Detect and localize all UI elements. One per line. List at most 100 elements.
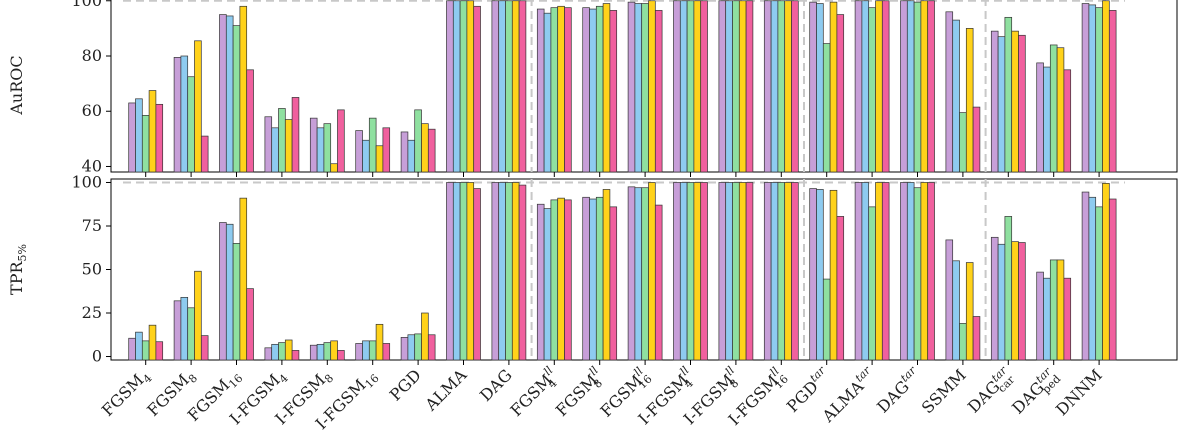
panel-0-bar (291, 97, 300, 173)
panel-0-bar (868, 7, 876, 173)
panel-1-bar (732, 182, 740, 361)
panel-0-bar (264, 116, 273, 173)
panel-0-bar (421, 123, 429, 173)
panel-0-bar (861, 0, 870, 173)
category-label: FGSMll8 (550, 364, 609, 423)
panel-0-bar (128, 102, 136, 173)
panel-1-ytick-label: 75 (82, 216, 102, 235)
panel-0-bar (959, 112, 967, 173)
panel-0-bar (368, 117, 377, 173)
panel-1-bar (264, 347, 273, 361)
panel-1-bar (945, 239, 954, 361)
panel-1-bar (972, 316, 981, 361)
panel-0-bar (316, 127, 325, 173)
panel-1-bar (536, 203, 545, 361)
panel-0-bar (309, 117, 318, 173)
panel-0-bar (972, 106, 981, 173)
panel-0-bar (777, 0, 786, 173)
panel-0-bar (1088, 4, 1097, 173)
panel-1-bar (990, 236, 999, 361)
category-label: DAGtarped (1007, 364, 1064, 421)
panel-1-bar (446, 182, 454, 361)
panel-0-bar (784, 0, 792, 173)
panel-1-bar (173, 300, 182, 361)
panel-1-bar (473, 188, 481, 361)
panel-1-bar (557, 197, 565, 361)
panel-1-bar (913, 187, 922, 361)
panel-1-bar (595, 196, 604, 361)
panel-1-bar (375, 323, 384, 361)
panel-0-bar (997, 36, 1006, 173)
panel-0-bar (180, 55, 189, 173)
panel-0-bar (913, 1, 922, 173)
panel-1-bar (271, 343, 279, 361)
panel-1-bar (1018, 242, 1026, 361)
panel-0-bar (945, 11, 954, 173)
panel-1-bar (330, 340, 338, 361)
panel-0-bar (634, 3, 643, 173)
panel-0-bar (673, 0, 681, 173)
panel-0-bar (173, 57, 182, 173)
panel-0-bar (1004, 16, 1013, 173)
panel-1-bar (400, 337, 409, 361)
panel-1-bar (602, 189, 611, 361)
panel-1-bar (246, 288, 254, 361)
panel-0-bar (355, 130, 363, 173)
panel-1-bar (128, 337, 136, 361)
panel-0-bar (330, 163, 338, 173)
panel-0-bar (881, 0, 890, 173)
panel-1-bar (1102, 183, 1110, 361)
panel-1-bar (1095, 206, 1103, 361)
panel-1-bar (686, 182, 695, 361)
panel-1-bar (194, 270, 202, 361)
panel-1-bar (648, 182, 656, 361)
panel-1-bar (763, 182, 772, 361)
panel-0-bar (466, 0, 475, 173)
panel-1-bar (700, 182, 708, 361)
panel-1-bar (225, 223, 234, 361)
panel-0-bar (135, 98, 143, 173)
panel-0-bar (700, 0, 708, 173)
category-label: FGSMll4 (505, 364, 564, 423)
panel-0-ylabel: AuROC (7, 55, 26, 115)
panel-1-bar (511, 182, 520, 361)
panel-0-bar (1095, 7, 1103, 173)
panel-1-bar (738, 182, 747, 361)
panel-1-bar (219, 222, 227, 361)
panel-1-bar (1056, 259, 1065, 361)
panel-1-bar (180, 296, 189, 361)
panel-1-bar (382, 343, 391, 361)
panel-0-bar (809, 1, 817, 173)
panel-0-bar (686, 0, 695, 173)
panel-1-bar (952, 260, 960, 361)
panel-0-bar (414, 109, 422, 173)
panel-0-bar (1081, 3, 1090, 173)
panel-0-bar (900, 0, 908, 173)
panel-1-bar (791, 182, 799, 361)
panel-0-bar (1108, 10, 1117, 173)
category-label: DAG (476, 365, 516, 405)
panel-1-bar (609, 206, 618, 361)
panel-1-bar (679, 182, 688, 361)
panel-1-bar (745, 182, 754, 361)
panel-0-bar (648, 0, 656, 173)
panel-0-bar (990, 30, 999, 173)
panel-1-bar (362, 340, 370, 361)
panel-0-bar (770, 0, 779, 173)
panel-0-bar (194, 40, 202, 173)
panel-1-bar (927, 182, 935, 361)
panel-1-bar (564, 199, 572, 361)
category-label: SSMM (918, 365, 970, 417)
panel-1-bar (868, 206, 876, 361)
panel-0-bar (446, 0, 454, 173)
category-label: FGSM4 (98, 365, 155, 422)
panel-0-bar (738, 0, 747, 173)
panel-0-bar (836, 14, 845, 173)
panel-0-bar (362, 139, 370, 173)
panel-0-bar (187, 76, 195, 173)
panel-1-bar (589, 198, 597, 361)
panel-1-bar (550, 199, 559, 361)
panel-1-bar (718, 182, 727, 361)
panel-1-bar (239, 197, 248, 361)
panel-1-bar (452, 182, 461, 361)
